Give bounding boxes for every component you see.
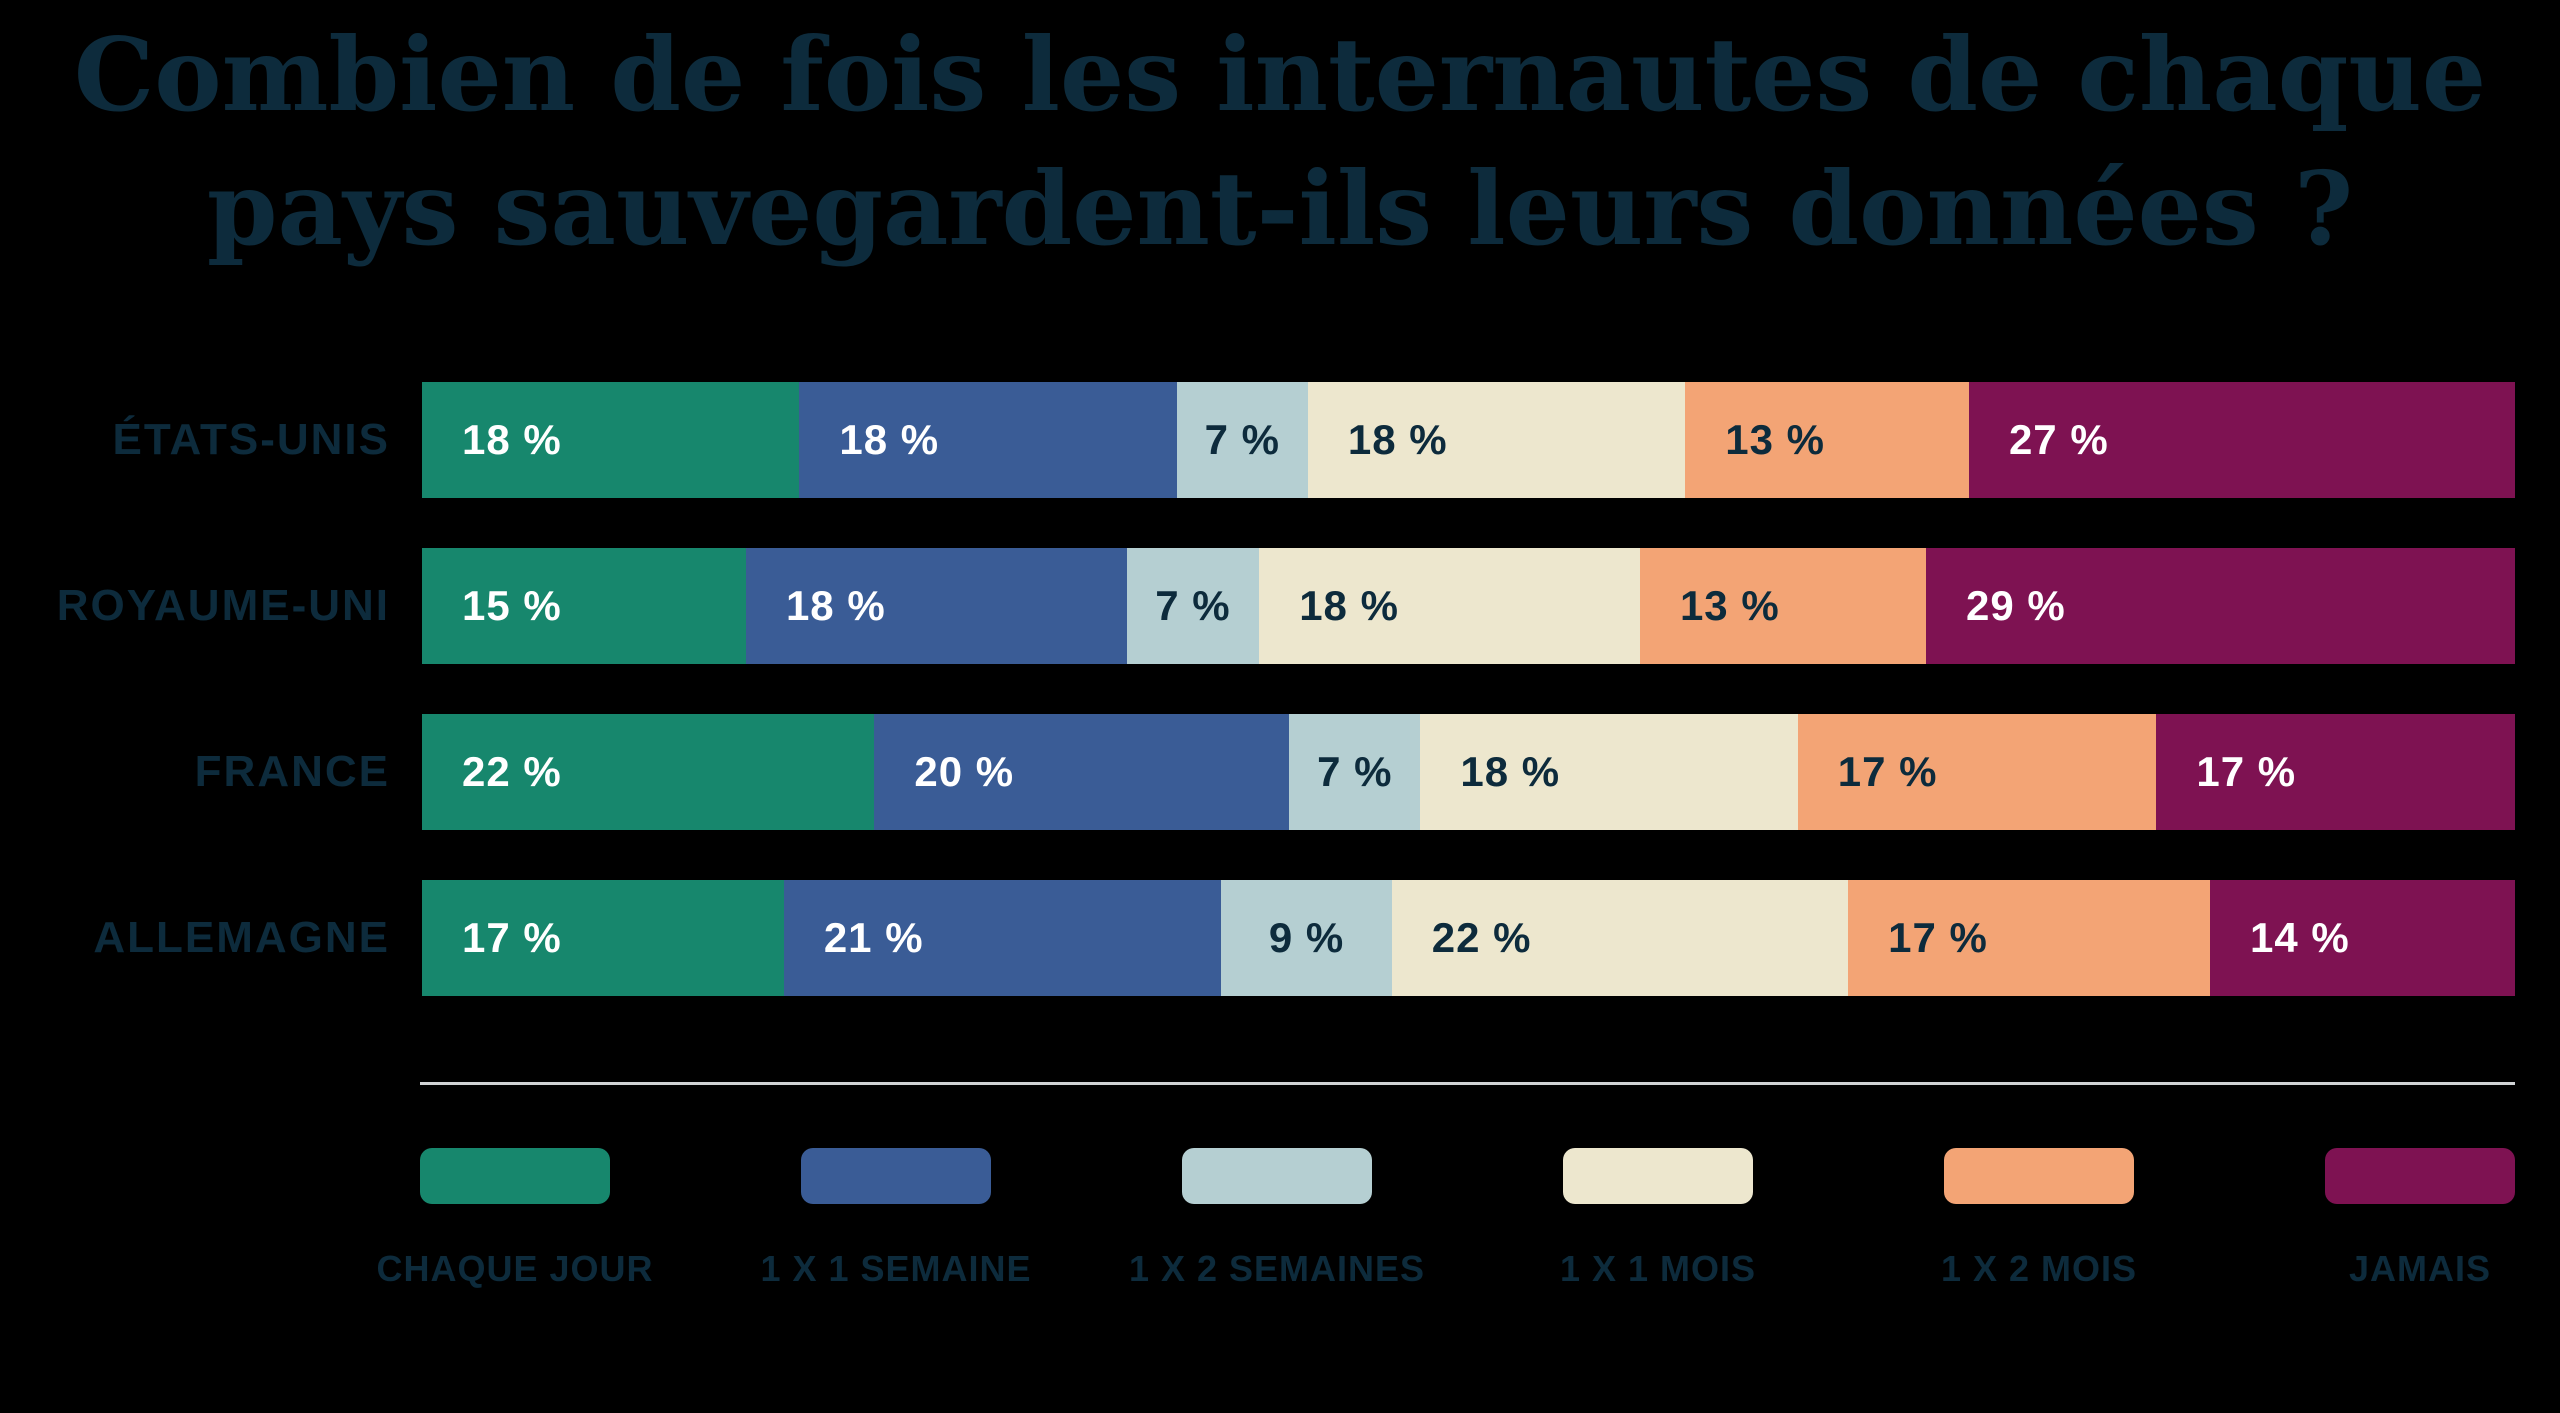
legend-label: 1 X 1 SEMAINE	[760, 1248, 1032, 1289]
bar-row: FRANCE 22 % 20 % 7 % 18 % 17 % 17 %	[0, 714, 2560, 830]
chart-title-line1: Combien de fois les internautes de chaqu…	[73, 15, 2487, 134]
legend-item: 1 X 2 SEMAINES	[1129, 1148, 1424, 1290]
legend-item: JAMAIS	[2325, 1148, 2515, 1290]
segment-value-label: 29 %	[1966, 582, 2066, 629]
bar-segment: 7 %	[1126, 548, 1260, 664]
legend-divider	[420, 1082, 2515, 1085]
bar-rows-container: ÉTATS-UNIS 18 % 18 % 7 % 18 % 13 % 27 % ROYAUME…	[0, 382, 2560, 1046]
bar-row: ROYAUME-UNI 15 % 18 % 7 % 18 % 13 % 29 %	[0, 548, 2560, 664]
segment-value-label: 17 %	[1837, 748, 1938, 795]
legend-swatch	[1944, 1148, 2134, 1204]
segment-value-label: 15 %	[462, 582, 562, 629]
bar-segment: 7 %	[1176, 382, 1308, 498]
segment-value-label: 18 %	[785, 582, 886, 629]
bar-row: ALLEMAGNE 17 % 21 % 9 % 22 % 17 % 14 %	[0, 880, 2560, 996]
segment-value-label: 18 %	[839, 416, 940, 463]
bar-segment: 14 %	[2209, 880, 2515, 996]
bar-segment: 18 %	[422, 382, 800, 498]
bar-segment: 13 %	[1639, 548, 1927, 664]
legend-label: 1 X 2 SEMAINES	[1128, 1248, 1426, 1289]
chart-title: Combien de fois les internautes de chaqu…	[0, 8, 2560, 276]
segment-value-label: 18 %	[462, 416, 562, 463]
bar-segment: 9 %	[1221, 880, 1392, 996]
legend-label: 1 X 1 MOIS	[1559, 1248, 1757, 1289]
segment-value-label: 22 %	[462, 748, 562, 795]
bar-segment: 7 %	[1289, 714, 1421, 830]
bar-segment: 17 %	[422, 880, 784, 996]
legend-swatch	[2325, 1148, 2515, 1204]
bar-segment: 18 %	[799, 382, 1177, 498]
bar-segment: 17 %	[1797, 714, 2157, 830]
segment-value-label: 18 %	[1299, 582, 1399, 629]
bar-segment: 18 %	[745, 548, 1127, 664]
stacked-bar: 15 % 18 % 7 % 18 % 13 % 29 %	[422, 548, 2515, 664]
legend-swatch	[1563, 1148, 1753, 1204]
legend-label: CHAQUE JOUR	[376, 1248, 654, 1289]
segment-value-label: 13 %	[1679, 582, 1780, 629]
bar-segment: 22 %	[422, 714, 875, 830]
segment-value-label: 13 %	[1725, 416, 1826, 463]
stacked-bar: 17 % 21 % 9 % 22 % 17 % 14 %	[422, 880, 2515, 996]
legend-item: CHAQUE JOUR	[376, 1148, 653, 1290]
legend-item: 1 X 2 MOIS	[1940, 1148, 2138, 1290]
segment-value-label: 7 %	[1204, 416, 1280, 463]
segment-value-label: 27 %	[2008, 416, 2109, 463]
bar-segment: 22 %	[1391, 880, 1849, 996]
bar-segment: 18 %	[1420, 714, 1798, 830]
stacked-bar: 18 % 18 % 7 % 18 % 13 % 27 %	[422, 382, 2515, 498]
country-label: FRANCE	[194, 747, 390, 796]
legend-item: 1 X 1 SEMAINE	[760, 1148, 1031, 1290]
legend-swatch	[801, 1148, 991, 1204]
bar-segment: 29 %	[1926, 548, 2515, 664]
legend-swatch	[1182, 1148, 1372, 1204]
stacked-bar: 22 % 20 % 7 % 18 % 17 % 17 %	[422, 714, 2515, 830]
bar-segment: 21 %	[783, 880, 1222, 996]
segment-value-label: 14 %	[2249, 914, 2350, 961]
legend-item: 1 X 1 MOIS	[1559, 1148, 1757, 1290]
segment-value-label: 7 %	[1317, 748, 1393, 795]
bar-segment: 27 %	[1968, 382, 2515, 498]
segment-value-label: 18 %	[1347, 416, 1448, 463]
segment-value-label: 18 %	[1460, 748, 1561, 795]
segment-value-label: 7 %	[1155, 582, 1231, 629]
country-label: ALLEMAGNE	[93, 913, 390, 962]
bar-segment: 20 %	[874, 714, 1290, 830]
bar-row: ÉTATS-UNIS 18 % 18 % 7 % 18 % 13 % 27 %	[0, 382, 2560, 498]
chart-title-line2: pays sauvegardent-ils leurs données ?	[206, 149, 2354, 268]
legend: CHAQUE JOUR 1 X 1 SEMAINE 1 X 2 SEMAINES 1 …	[376, 1148, 2515, 1290]
bar-segment: 15 %	[422, 548, 746, 664]
bar-segment: 17 %	[1848, 880, 2210, 996]
segment-value-label: 22 %	[1431, 914, 1532, 961]
bar-segment: 13 %	[1685, 382, 1969, 498]
country-label: ROYAUME-UNI	[56, 581, 390, 630]
bar-segment: 18 %	[1307, 382, 1686, 498]
segment-value-label: 17 %	[462, 914, 562, 961]
legend-swatch	[420, 1148, 610, 1204]
legend-label: 1 X 2 MOIS	[1940, 1248, 2138, 1289]
country-label: ÉTATS-UNIS	[112, 415, 390, 464]
segment-value-label: 20 %	[914, 748, 1015, 795]
segment-value-label: 21 %	[823, 914, 924, 961]
segment-value-label: 17 %	[1888, 914, 1988, 961]
segment-value-label: 17 %	[2196, 748, 2297, 795]
bar-segment: 18 %	[1259, 548, 1640, 664]
bar-segment: 17 %	[2156, 714, 2515, 830]
legend-label: JAMAIS	[2348, 1248, 2492, 1289]
segment-value-label: 9 %	[1268, 914, 1345, 961]
